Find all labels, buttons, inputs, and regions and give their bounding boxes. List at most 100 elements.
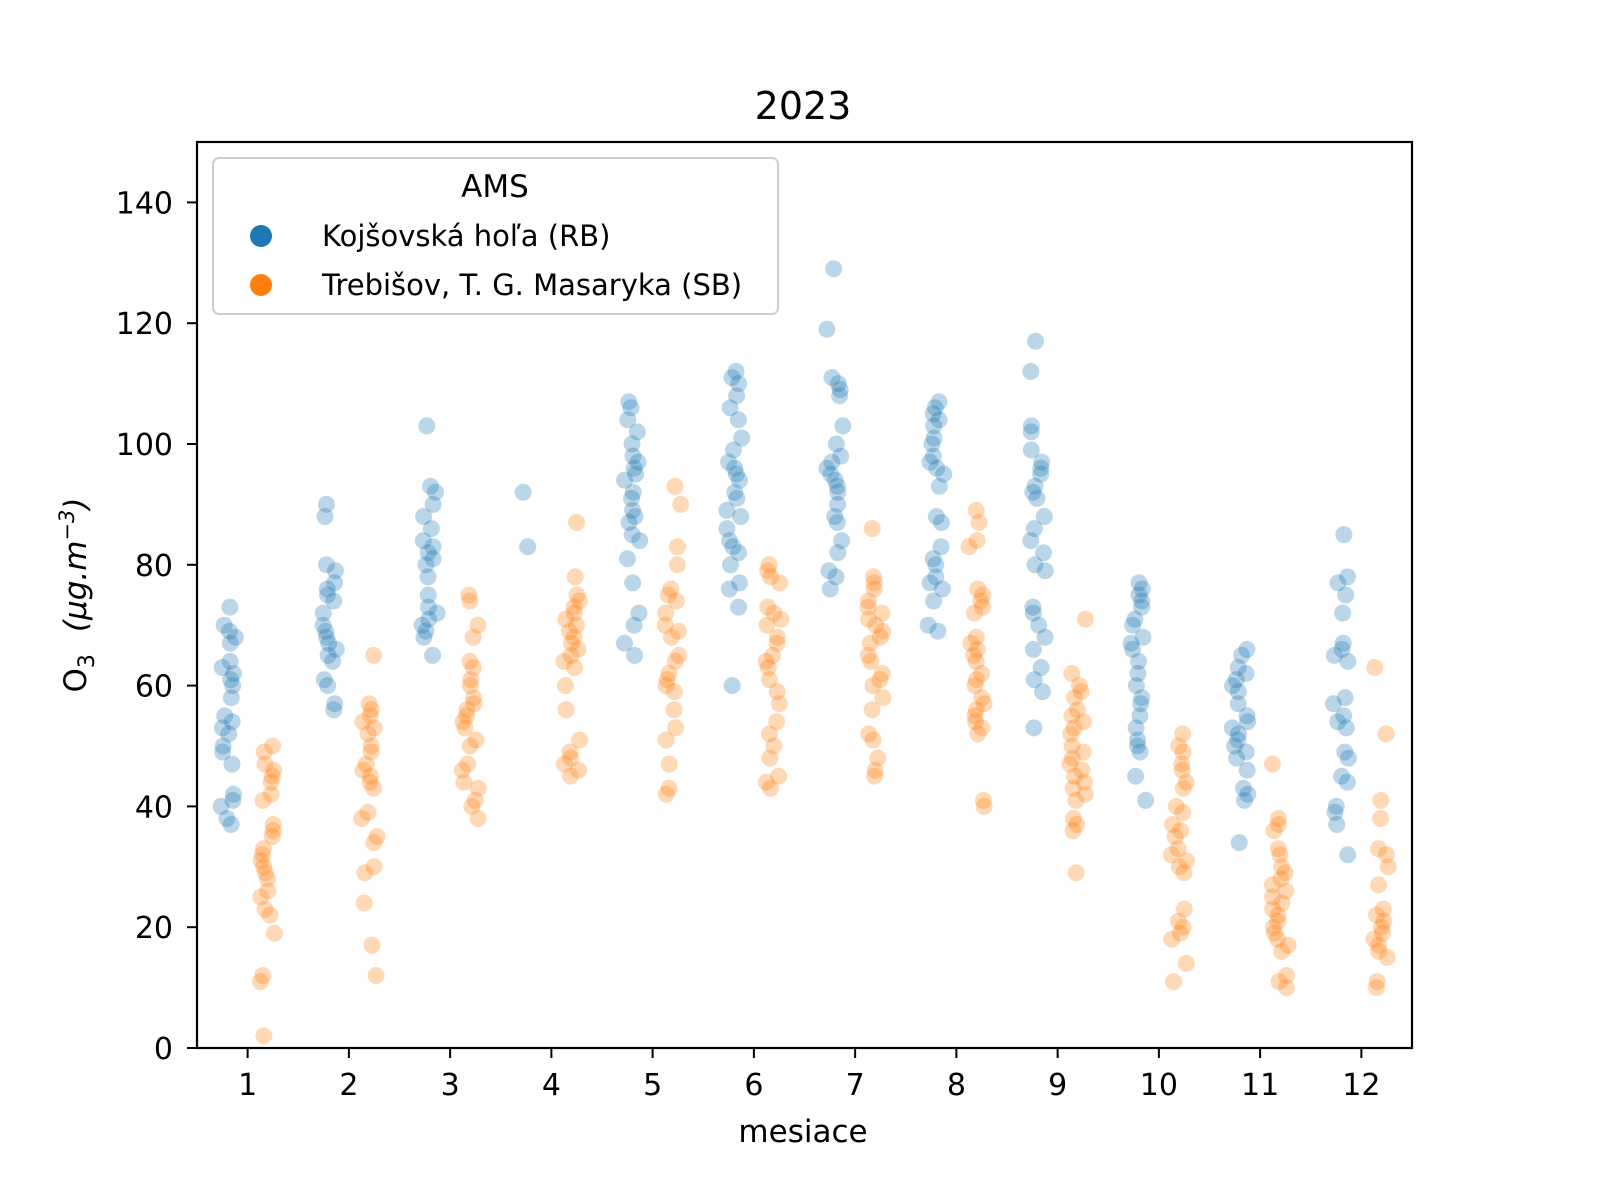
y-axis-label-main: O <box>58 668 94 692</box>
point-trebisov <box>557 610 575 628</box>
point-kojsovska <box>825 260 843 278</box>
point-kojsovska <box>1124 616 1142 634</box>
point-trebisov <box>760 671 778 689</box>
point-trebisov <box>1375 912 1393 930</box>
point-trebisov <box>264 816 282 833</box>
point-kojsovska <box>212 797 230 815</box>
point-trebisov <box>567 616 585 634</box>
point-trebisov <box>362 767 379 785</box>
point-kojsovska <box>1032 465 1050 483</box>
point-trebisov <box>1062 725 1080 743</box>
y-axis-unit-exp: −3 <box>55 510 79 541</box>
point-trebisov <box>768 634 786 652</box>
point-trebisov <box>768 713 786 731</box>
point-trebisov <box>561 743 579 761</box>
point-kojsovska <box>1329 713 1347 731</box>
point-kojsovska <box>1339 652 1357 670</box>
point-kojsovska <box>1022 363 1040 380</box>
y-tick-label: 80 <box>135 549 173 584</box>
point-trebisov <box>557 677 574 695</box>
point-kojsovska <box>728 489 746 507</box>
point-kojsovska <box>827 568 845 586</box>
point-trebisov <box>1374 900 1392 918</box>
point-trebisov <box>466 791 484 809</box>
point-trebisov <box>1276 864 1294 882</box>
point-trebisov <box>761 749 779 767</box>
point-kojsovska <box>1130 586 1148 604</box>
point-trebisov <box>1068 701 1086 719</box>
point-kojsovska <box>924 447 942 465</box>
point-trebisov <box>874 689 892 707</box>
point-kojsovska <box>1122 634 1140 652</box>
point-kojsovska <box>620 514 638 531</box>
point-kojsovska <box>1333 640 1351 658</box>
point-kojsovska <box>723 677 741 695</box>
point-kojsovska <box>327 640 345 658</box>
x-tick-label: 9 <box>1048 1068 1067 1103</box>
point-kojsovska <box>1133 689 1151 707</box>
point-trebisov <box>1171 924 1189 942</box>
point-trebisov <box>562 749 580 767</box>
point-kojsovska <box>725 441 742 459</box>
point-kojsovska <box>1238 761 1256 779</box>
point-kojsovska <box>827 435 845 453</box>
point-trebisov <box>555 652 573 670</box>
point-kojsovska <box>732 508 750 525</box>
point-trebisov <box>1270 973 1288 991</box>
point-kojsovska <box>1133 598 1151 616</box>
point-trebisov <box>1374 924 1391 942</box>
point-trebisov <box>567 514 585 531</box>
point-kojsovska <box>221 652 239 670</box>
point-kojsovska <box>519 538 537 556</box>
legend-marker-kojsovska <box>250 225 272 247</box>
point-trebisov <box>859 646 877 664</box>
point-kojsovska <box>833 532 851 550</box>
point-kojsovska <box>1134 628 1152 646</box>
point-trebisov <box>1263 876 1281 894</box>
point-trebisov <box>1063 707 1081 725</box>
point-kojsovska <box>923 435 941 453</box>
point-kojsovska <box>1034 683 1051 701</box>
point-trebisov <box>759 659 777 676</box>
point-trebisov <box>967 713 984 731</box>
point-kojsovska <box>424 538 442 556</box>
x-tick-label: 6 <box>744 1068 763 1103</box>
point-trebisov <box>1279 936 1297 954</box>
point-trebisov <box>255 1027 273 1045</box>
point-trebisov <box>761 725 778 743</box>
point-kojsovska <box>326 695 344 713</box>
y-tick-label: 100 <box>116 428 173 463</box>
point-kojsovska <box>625 459 643 477</box>
point-trebisov <box>863 520 881 538</box>
y-tick-label: 20 <box>135 911 173 946</box>
point-trebisov <box>772 610 790 628</box>
point-kojsovska <box>822 465 840 483</box>
point-trebisov <box>262 785 280 803</box>
point-kojsovska <box>829 375 847 393</box>
point-trebisov <box>1368 906 1385 924</box>
point-kojsovska <box>1030 616 1048 634</box>
point-trebisov <box>571 731 589 749</box>
point-kojsovska <box>317 622 335 640</box>
point-trebisov <box>1177 773 1195 791</box>
point-trebisov <box>1072 683 1090 701</box>
y-tick-label: 0 <box>154 1032 173 1067</box>
point-trebisov <box>463 797 481 815</box>
point-kojsovska <box>221 622 238 640</box>
point-trebisov <box>757 773 775 791</box>
point-trebisov <box>974 586 992 604</box>
point-kojsovska <box>823 453 841 471</box>
point-trebisov <box>660 665 678 682</box>
point-trebisov <box>1272 870 1290 888</box>
point-trebisov <box>354 713 372 731</box>
point-trebisov <box>1172 822 1190 840</box>
legend-label-trebisov: Trebišov, T. G. Masaryka (SB) <box>321 268 742 302</box>
point-trebisov <box>859 598 877 616</box>
point-trebisov <box>264 737 282 755</box>
point-trebisov <box>863 701 881 719</box>
y-tick-label: 120 <box>116 307 173 342</box>
point-trebisov <box>469 810 487 827</box>
legend-box <box>212 157 779 315</box>
point-kojsovska <box>724 538 742 556</box>
point-trebisov <box>1372 810 1390 827</box>
